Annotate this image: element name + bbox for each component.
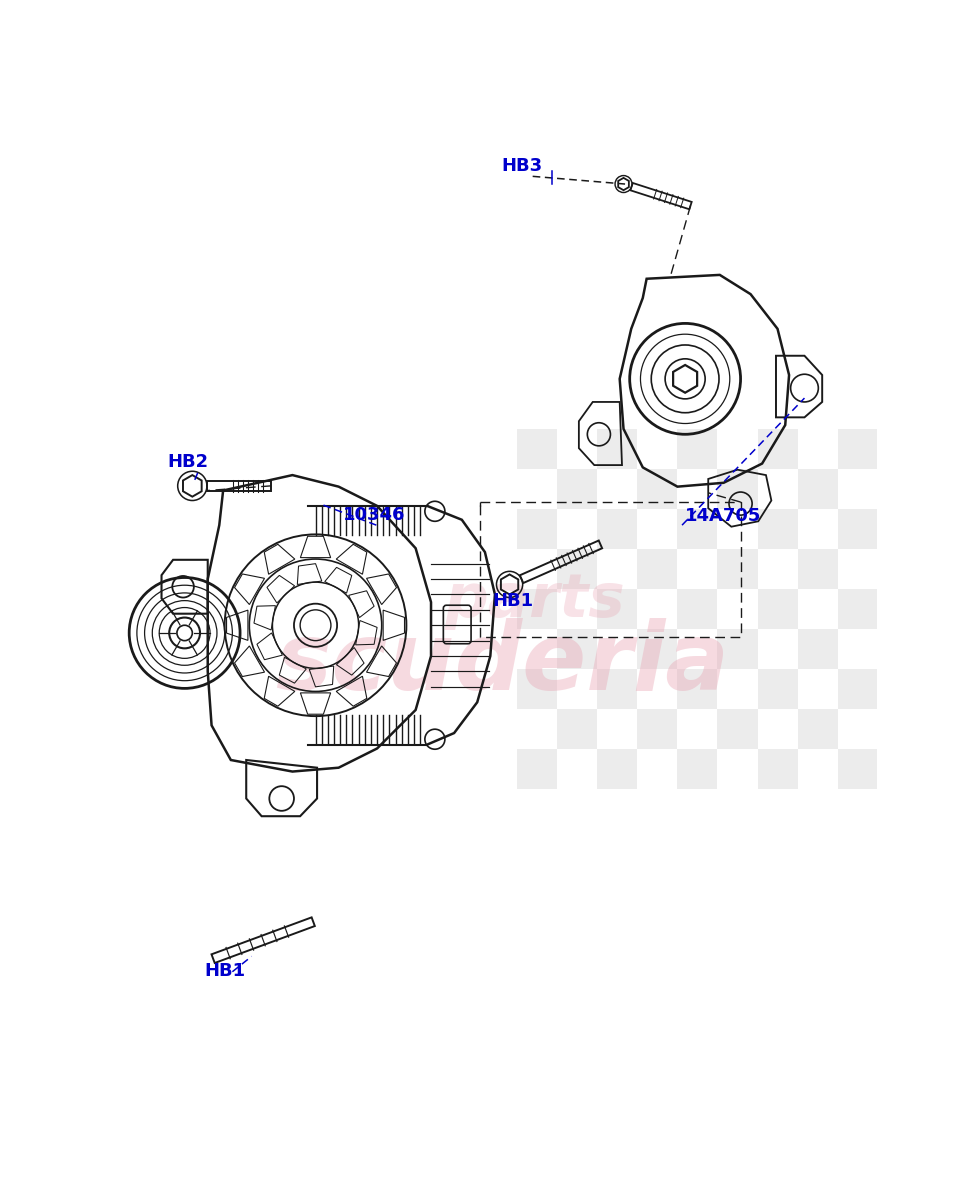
Bar xyxy=(517,670,557,709)
Bar xyxy=(757,749,797,790)
Bar xyxy=(677,509,717,550)
Bar xyxy=(837,509,877,550)
Bar xyxy=(837,589,877,629)
Text: HB1: HB1 xyxy=(204,961,245,979)
Bar xyxy=(797,469,837,509)
Bar xyxy=(597,589,637,629)
Bar xyxy=(597,428,637,469)
Text: HB1: HB1 xyxy=(492,592,533,610)
Bar xyxy=(637,550,677,589)
Text: HB2: HB2 xyxy=(167,454,208,472)
Bar xyxy=(677,589,717,629)
Bar xyxy=(637,709,677,749)
Bar xyxy=(517,749,557,790)
Bar xyxy=(557,629,597,670)
Bar xyxy=(717,629,757,670)
Bar xyxy=(557,469,597,509)
Bar xyxy=(517,428,557,469)
Bar xyxy=(677,749,717,790)
Bar xyxy=(837,670,877,709)
Bar xyxy=(757,509,797,550)
Bar xyxy=(597,670,637,709)
Bar xyxy=(517,509,557,550)
Text: 14A705: 14A705 xyxy=(685,508,761,526)
Text: 10346: 10346 xyxy=(343,505,405,523)
Bar xyxy=(557,550,597,589)
Bar xyxy=(757,589,797,629)
Text: scuderia: scuderia xyxy=(275,618,729,709)
Bar xyxy=(797,550,837,589)
Bar xyxy=(637,469,677,509)
Bar xyxy=(797,709,837,749)
Text: parts: parts xyxy=(445,571,625,630)
Bar xyxy=(837,749,877,790)
Bar xyxy=(677,670,717,709)
Bar xyxy=(557,709,597,749)
Bar xyxy=(517,589,557,629)
Text: HB3: HB3 xyxy=(502,157,543,175)
Bar xyxy=(597,509,637,550)
Bar xyxy=(717,469,757,509)
Bar xyxy=(637,629,677,670)
Bar xyxy=(837,428,877,469)
Bar xyxy=(717,709,757,749)
Bar xyxy=(597,749,637,790)
Bar xyxy=(677,428,717,469)
Bar xyxy=(717,550,757,589)
Bar xyxy=(757,428,797,469)
Bar xyxy=(757,670,797,709)
Bar xyxy=(797,629,837,670)
